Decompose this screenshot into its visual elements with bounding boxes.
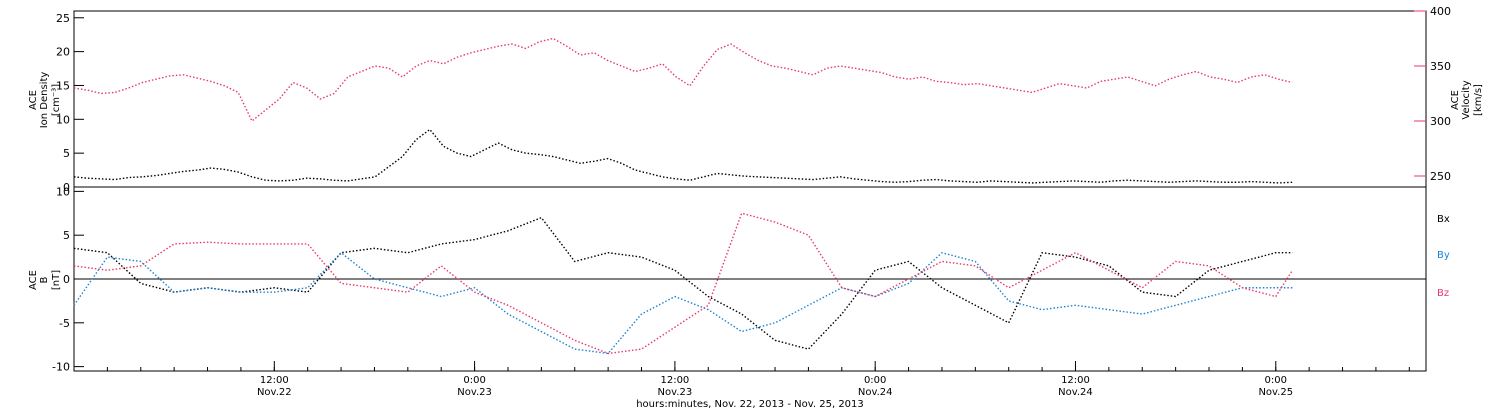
density-axis-label-line3: [cm⁻³]	[51, 84, 62, 116]
velocity-axis-label: ACE Velocity [km/s]	[1450, 80, 1484, 119]
series-bz	[73, 212, 1294, 355]
density-axis-label-line1: ACE	[28, 90, 39, 110]
series-by	[73, 251, 1293, 355]
date-tick-label: Nov.22	[257, 387, 292, 398]
velocity-tick-label: 250	[1430, 170, 1451, 183]
b-axis-label-line1: ACE	[28, 270, 39, 290]
velocity-axis-label-line3: [km/s]	[1473, 84, 1484, 116]
legend-bx: Bx	[1437, 214, 1450, 225]
legend-by: By	[1437, 250, 1450, 261]
b-tick-label: -10	[52, 361, 70, 374]
density-tick-label: 20	[56, 46, 70, 59]
density-tick-label: 5	[63, 147, 70, 160]
b-tick-label: 10	[56, 185, 70, 198]
b-axis-label-line3: [nT]	[51, 270, 62, 290]
time-axis-ticks: 12:00Nov.220:00Nov.2312:00Nov.230:00Nov.…	[73, 361, 1410, 398]
density-tick-label: 0	[63, 181, 70, 194]
time-tick-label: 12:00	[1061, 375, 1090, 386]
velocity-tick-label: 300	[1430, 115, 1451, 128]
date-tick-label: Nov.25	[1258, 387, 1293, 398]
density-tick-label: 25	[56, 12, 70, 25]
series-bx	[73, 216, 1293, 350]
density-tick-label: 10	[56, 113, 70, 126]
velocity-axis-ticks: 250 300 350 400	[1414, 5, 1451, 183]
date-tick-label: Nov.24	[858, 387, 893, 398]
velocity-axis-label-line2: Velocity	[1461, 80, 1472, 119]
time-tick-label: 0:00	[1265, 375, 1287, 386]
time-tick-label: 0:00	[864, 375, 886, 386]
velocity-axis-label-line1: ACE	[1450, 90, 1461, 110]
legend: Bx By Bz	[1437, 214, 1450, 299]
density-axis-label-line2: Ion Density	[39, 72, 50, 129]
b-axis-label: ACE B [nT]	[28, 270, 62, 290]
date-tick-label: Nov.24	[1058, 387, 1093, 398]
bottom-series	[73, 212, 1294, 355]
velocity-series	[73, 37, 1293, 123]
date-tick-label: Nov.23	[457, 387, 492, 398]
b-tick-label: 0	[63, 273, 70, 286]
top-panel-frame	[73, 10, 1427, 188]
density-axis-ticks: 0 5 10 15 20 25	[56, 12, 84, 194]
b-tick-label: 5	[63, 229, 70, 242]
velocity-tick-label: 400	[1430, 5, 1451, 18]
velocity-tick-label: 350	[1430, 60, 1451, 73]
x-axis-label: hours:minutes, Nov. 22, 2013 - Nov. 25, …	[636, 399, 864, 410]
density-tick-label: 15	[56, 79, 70, 92]
top-series	[73, 37, 1293, 184]
b-tick-label: -5	[59, 317, 70, 330]
time-tick-label: 12:00	[260, 375, 289, 386]
time-tick-label: 0:00	[463, 375, 485, 386]
density-series	[73, 128, 1293, 184]
density-axis-label: ACE Ion Density [cm⁻³]	[28, 72, 62, 129]
time-tick-label: 12:00	[660, 375, 689, 386]
top-panel: 0 5 10 15 20 25 250 300 350 400 ACE Ion Density …	[28, 5, 1484, 194]
b-axis-label-line2: B	[39, 276, 50, 283]
legend-bz: Bz	[1437, 288, 1449, 299]
date-tick-label: Nov.23	[658, 387, 693, 398]
